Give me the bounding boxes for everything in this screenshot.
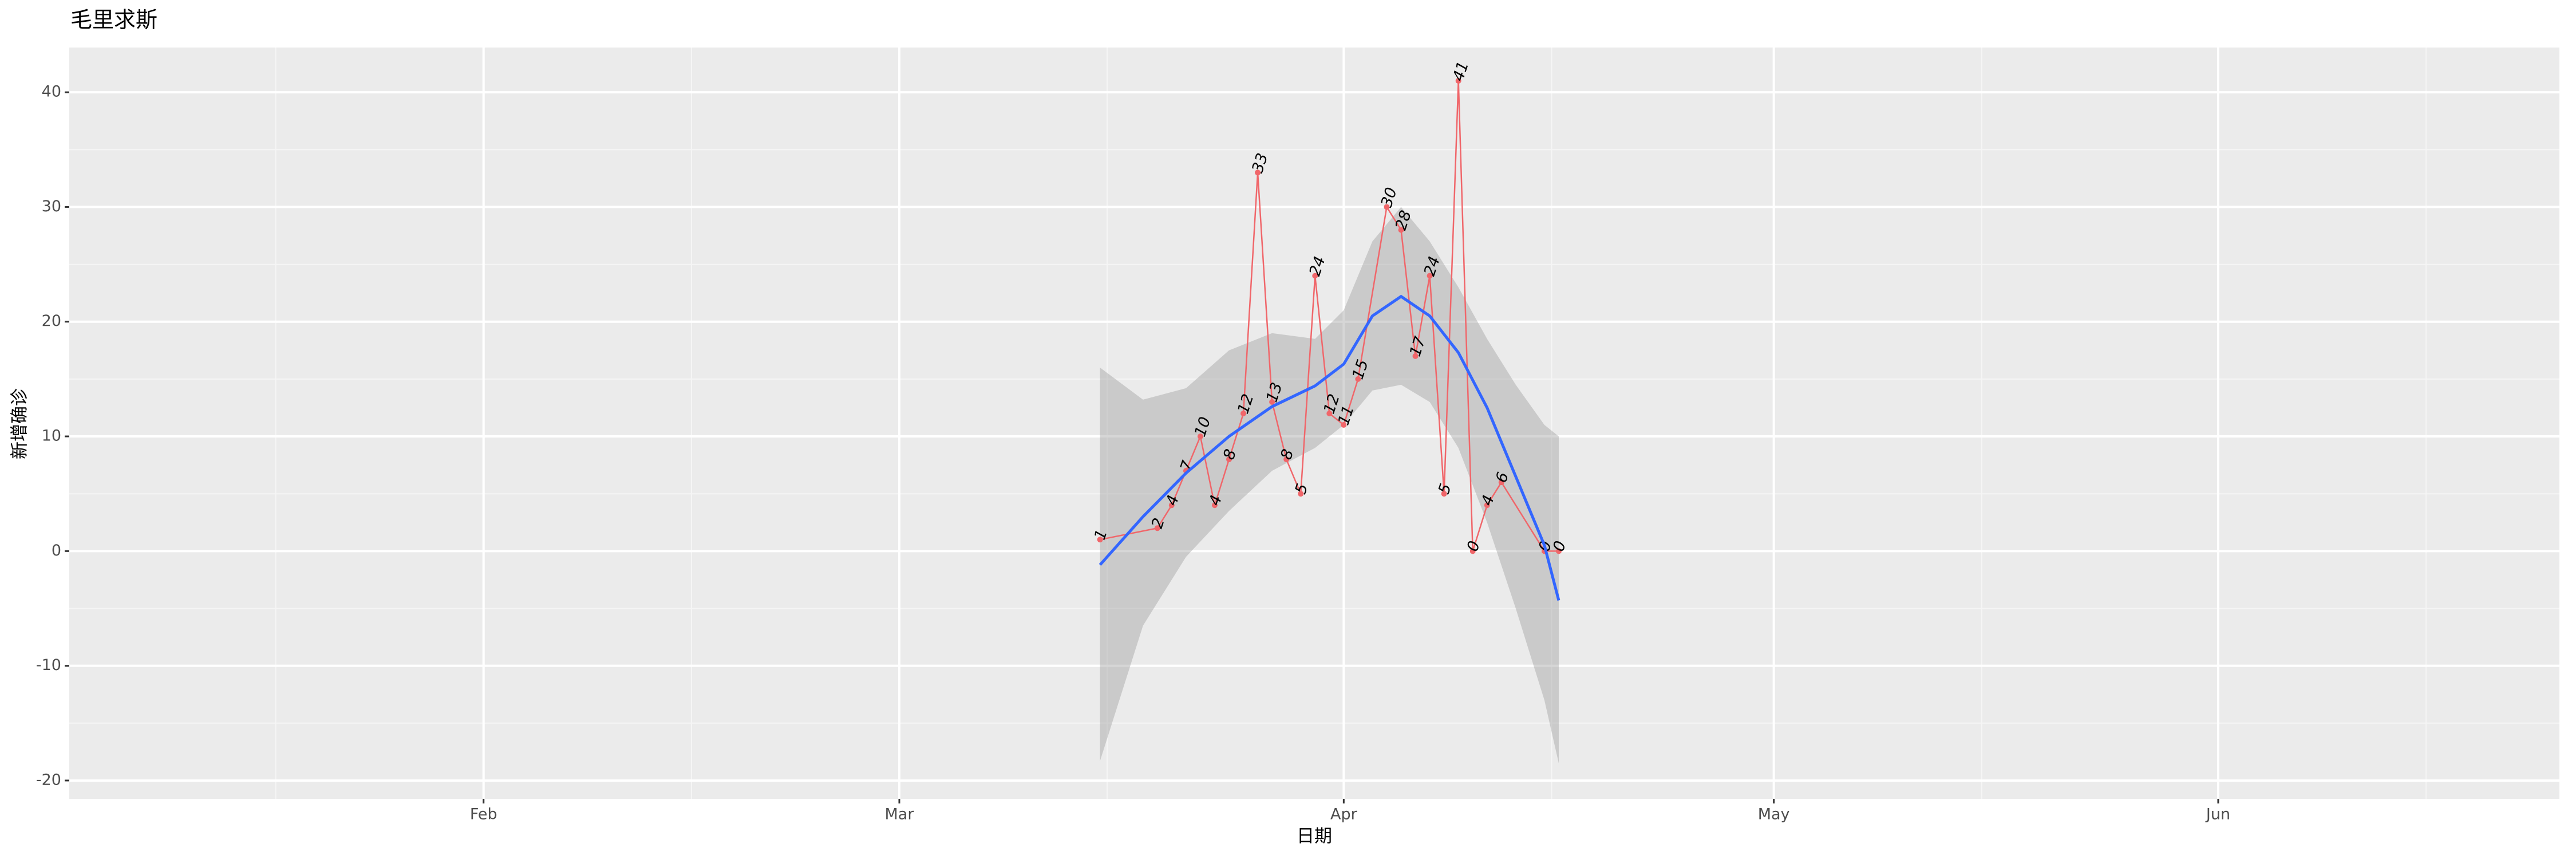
y-tick-label: 0 bbox=[52, 542, 61, 559]
data-point bbox=[1484, 502, 1490, 509]
data-point bbox=[1555, 548, 1562, 554]
x-axis-title: 日期 bbox=[1297, 826, 1332, 847]
data-point bbox=[1412, 353, 1419, 359]
confidence-band bbox=[1100, 207, 1559, 763]
data-point bbox=[1341, 422, 1347, 428]
data-point bbox=[1197, 434, 1203, 440]
data-point bbox=[1211, 502, 1218, 509]
y-axis-title: 新增确诊 bbox=[10, 388, 30, 459]
data-point bbox=[1355, 376, 1361, 382]
data-point bbox=[1498, 479, 1504, 486]
data-point bbox=[1427, 273, 1433, 279]
x-tick-label: May bbox=[1758, 806, 1790, 823]
data-point bbox=[1255, 170, 1261, 176]
y-tick-label: 10 bbox=[42, 427, 61, 445]
data-point bbox=[1312, 273, 1318, 279]
data-point bbox=[1240, 410, 1247, 416]
data-point bbox=[1384, 204, 1390, 210]
data-point bbox=[1469, 548, 1476, 554]
data-point bbox=[1283, 456, 1290, 463]
y-tick-label: 20 bbox=[42, 312, 61, 330]
data-point bbox=[1298, 491, 1304, 497]
data-point bbox=[1398, 227, 1404, 233]
y-tick-label: 40 bbox=[42, 83, 61, 101]
data-point bbox=[1441, 491, 1447, 497]
data-point bbox=[1097, 537, 1103, 543]
y-tick-label: -20 bbox=[36, 771, 61, 789]
x-tick-label: Apr bbox=[1330, 806, 1358, 823]
data-point bbox=[1226, 456, 1232, 463]
data-point bbox=[1154, 525, 1160, 531]
chart-title: 毛里求斯 bbox=[70, 7, 157, 33]
data-point bbox=[1326, 410, 1333, 416]
data-point bbox=[1168, 502, 1175, 509]
data-point bbox=[1269, 399, 1275, 405]
x-tick-label: Jun bbox=[2205, 806, 2230, 823]
y-tick-label: 30 bbox=[42, 198, 61, 215]
x-tick-label: Feb bbox=[470, 806, 497, 823]
data-point bbox=[1455, 78, 1461, 84]
x-tick-label: Mar bbox=[885, 806, 915, 823]
y-tick-label: -10 bbox=[36, 656, 61, 674]
smooth-line bbox=[1099, 294, 1560, 601]
